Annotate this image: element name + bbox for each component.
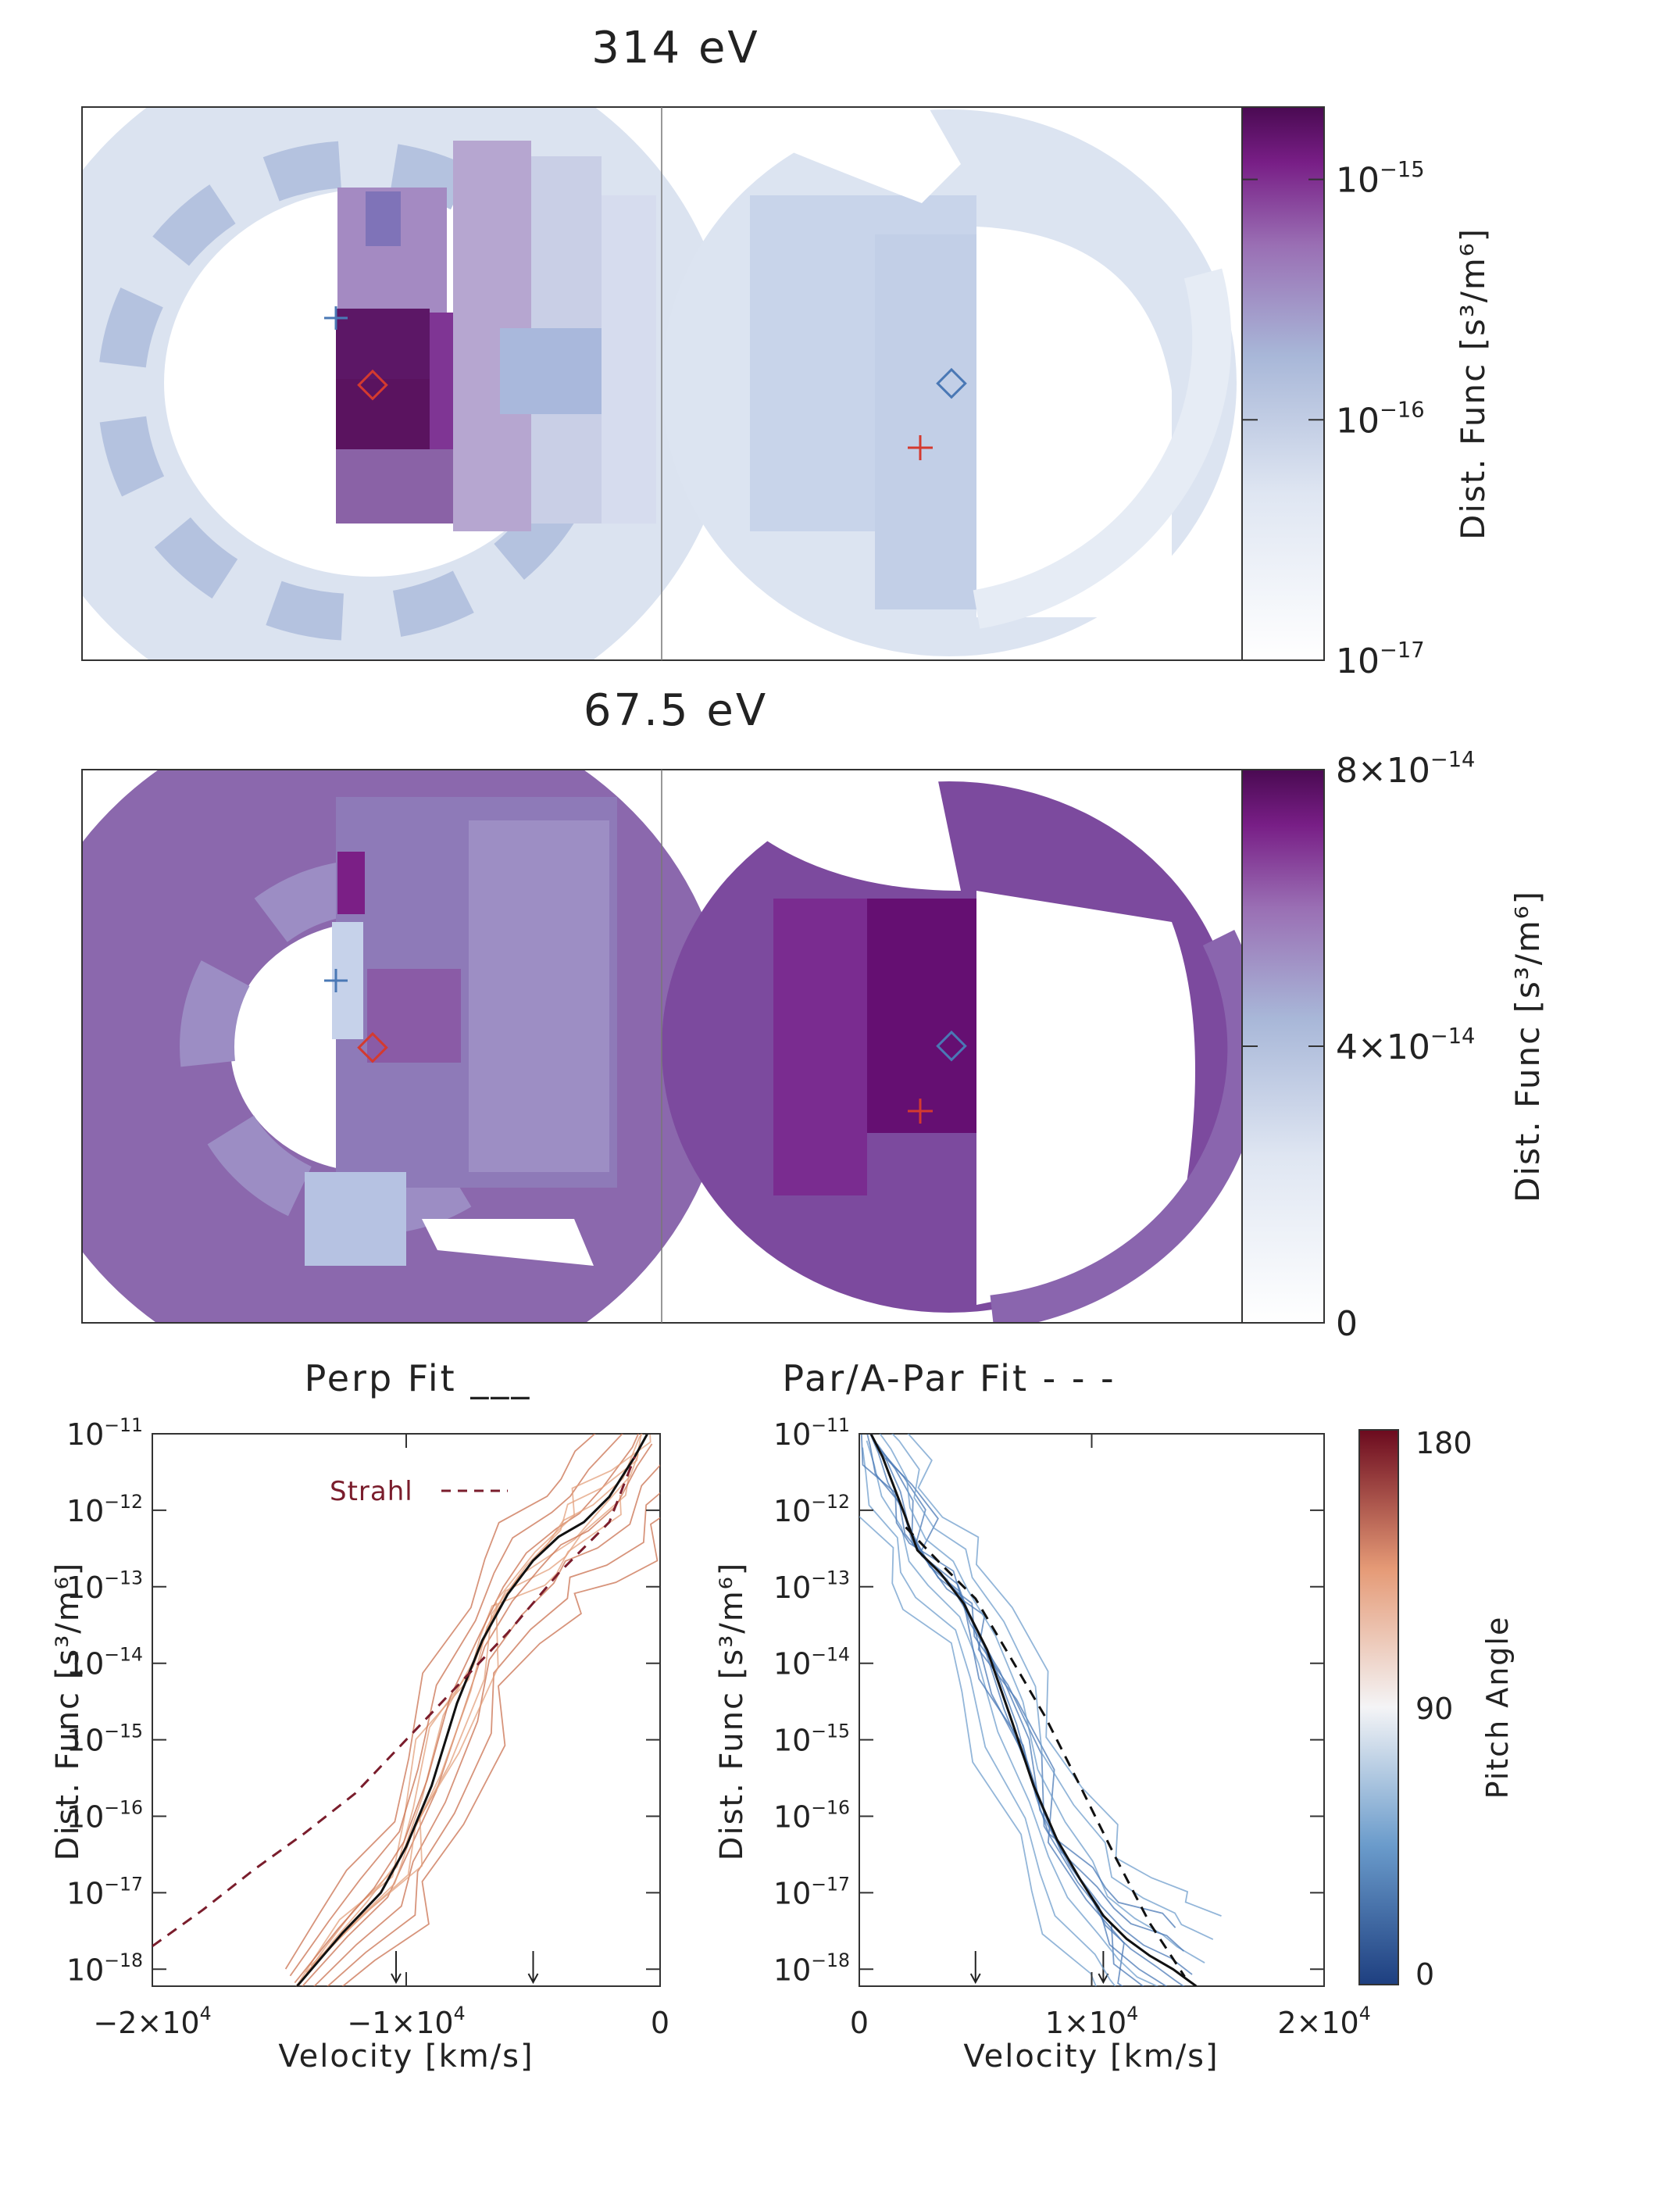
y-tick-label: 10−11 — [66, 1414, 143, 1452]
x-tick-label: −1×104 — [347, 2003, 465, 2040]
pitch-angle-trace — [880, 1420, 1213, 1939]
y-tick-label: 10−16 — [773, 1796, 850, 1834]
perp-axis-ticks: 10−1810−1710−1610−1510−1410−1310−1210−11… — [66, 1414, 669, 2040]
cb-tick-label: 10−17 — [1336, 638, 1425, 681]
y-tick-label: 10−18 — [66, 1949, 143, 1987]
map-314-left-hot-1 — [336, 309, 430, 379]
map-67-left-col — [469, 820, 609, 1172]
x-tick-label: 2×104 — [1277, 2003, 1370, 2040]
title-314ev: 314 eV — [591, 23, 759, 73]
par-marks — [856, 1413, 1225, 2068]
pitch-angle-trace — [286, 1383, 625, 1969]
map-314-left-col4 — [602, 195, 656, 524]
map-67-left-mid — [367, 969, 461, 1063]
colorbar-label-314ev: Dist. Func [s³/m⁶] — [1454, 227, 1492, 540]
y-tick-label: 10−11 — [773, 1414, 850, 1452]
pitch-colorbar-bar — [1359, 1430, 1398, 1985]
x-tick-label: 0 — [850, 2006, 869, 2040]
cb-tick-label: 0 — [1336, 1304, 1358, 1344]
cb-tick-label: 8×10−14 — [1336, 748, 1475, 791]
pitch-colorbar: 180 90 0 Pitch Angle — [1359, 1426, 1515, 1992]
y-tick-label: 10−13 — [773, 1567, 850, 1605]
colorbar-label-67ev: Dist. Func [s³/m⁶] — [1508, 890, 1547, 1202]
line-plot-perp: 10−1810−1710−1610−1510−1410−1310−1210−11… — [50, 1373, 680, 2074]
title-67ev: 67.5 eV — [584, 685, 768, 736]
cb-tick-label: 10−16 — [1336, 398, 1425, 441]
colorbar-314ev — [1242, 107, 1324, 660]
title-perp-fit: Perp Fit ___ — [305, 1357, 532, 1399]
xlabel-par: Velocity [km/s] — [963, 2039, 1219, 2074]
pitch-angle-trace — [886, 1458, 1226, 2068]
pitch-tick-180: 180 — [1415, 1426, 1473, 1460]
y-tick-label: 10−17 — [66, 1873, 143, 1910]
ylabel-par: Dist. Func [s³/m⁶] — [714, 1562, 750, 1861]
pitch-angle-trace — [309, 1485, 670, 2003]
map-314-left-mid — [336, 449, 453, 524]
velocity-arrow — [529, 1951, 538, 1982]
y-tick-label: 10−12 — [773, 1491, 850, 1528]
map-314-left-hot-2 — [336, 379, 445, 449]
map-67-right-hot — [867, 899, 976, 1133]
velocity-arrow — [1098, 1951, 1108, 1982]
xlabel-perp: Velocity [km/s] — [278, 2039, 534, 2074]
map-67-left-top — [337, 852, 365, 914]
figure: 314 eV — [0, 0, 1660, 2212]
y-tick-label: 10−15 — [773, 1720, 850, 1757]
frame-par — [859, 1434, 1324, 1986]
map-67-right-mid — [773, 899, 867, 1195]
x-tick-label: −2×104 — [93, 2003, 211, 2040]
cb-tick-label: 10−15 — [1336, 158, 1425, 201]
ylabel-perp: Dist. Func [s³/m⁶] — [50, 1562, 86, 1861]
map-314-left-band — [500, 328, 602, 414]
x-tick-label: 0 — [651, 2006, 669, 2040]
cb-tick-label: 4×10−14 — [1336, 1024, 1475, 1067]
pitch-tick-0: 0 — [1415, 1957, 1434, 1992]
map-314-left-core-top — [366, 191, 401, 246]
pitch-label: Pitch Angle — [1480, 1616, 1515, 1799]
map-314-right-c2 — [875, 234, 976, 609]
perp-marks — [152, 1373, 680, 2010]
series-par-fit — [871, 1434, 1197, 1986]
panel-314ev: 314 eV — [82, 23, 1492, 681]
pitch-tick-90: 90 — [1415, 1692, 1453, 1726]
pitch-angle-trace — [856, 1454, 1171, 2056]
strahl-annotation: Strahl — [330, 1476, 413, 1507]
y-tick-label: 10−12 — [66, 1491, 143, 1528]
pitch-angle-trace — [295, 1424, 643, 1983]
title-par-fit: Par/A-Par Fit - - - — [782, 1357, 1116, 1399]
y-tick-label: 10−14 — [773, 1644, 850, 1681]
par-axis-ticks: 10−18 10−17 10−16 10−15 10−14 10−13 10−12 10−11… — [773, 1414, 1371, 2040]
frame-perp — [152, 1434, 660, 1986]
pitch-angle-trace — [292, 1454, 638, 1993]
y-tick-label: 10−17 — [773, 1873, 850, 1910]
line-plot-par: 10−18 10−17 10−16 10−15 10−14 10−13 10−12 10−11… — [714, 1413, 1371, 2074]
pitch-angle-trace — [284, 1495, 621, 2007]
pitch-angle-trace — [869, 1431, 1192, 1974]
y-tick-label: 10−18 — [773, 1949, 850, 1987]
pitch-angle-trace — [311, 1373, 675, 1966]
map-67-left-low — [305, 1172, 406, 1266]
panel-67ev: 67.5 eV 8×10−144×10−140 Dist. Func — [82, 685, 1547, 1344]
velocity-arrow — [971, 1951, 980, 1982]
sky-map-67ev — [121, 777, 1245, 1313]
velocity-arrow — [391, 1951, 401, 1982]
x-tick-label: 1×104 — [1045, 2003, 1138, 2040]
pitch-angle-trace — [871, 1434, 1197, 1986]
